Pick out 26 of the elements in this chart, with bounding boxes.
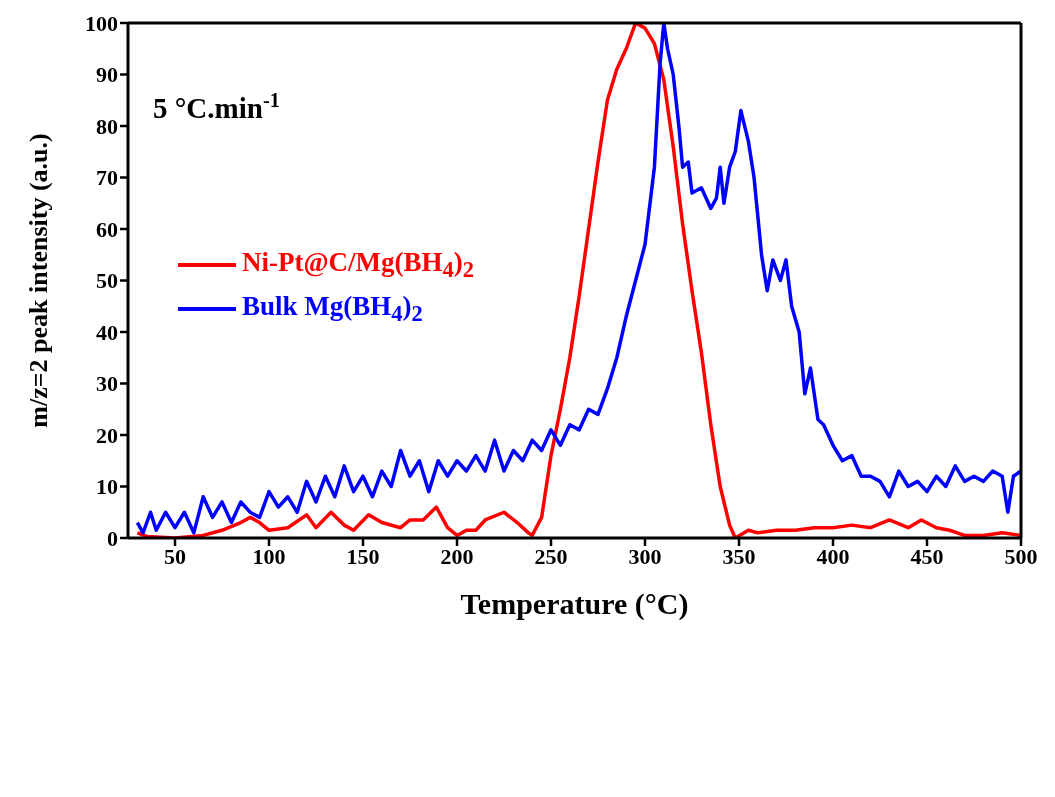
y-tick-label: 60 <box>96 216 118 242</box>
x-axis-title: Temperature (°C) <box>460 587 689 621</box>
y-tick-label: 0 <box>107 525 118 551</box>
x-tick-label: 250 <box>534 543 568 569</box>
x-tick-label: 150 <box>346 543 380 569</box>
annotation: 5 °C.min$^{-1}$ <box>153 89 280 124</box>
x-tick-label: 200 <box>440 543 474 569</box>
y-tick-label: 10 <box>96 474 118 500</box>
y-tick-label: 30 <box>96 371 118 397</box>
y-tick-label: 50 <box>96 268 118 294</box>
legend-label: Ni-Pt@C/Mg(BH$_{4}$)$_{2}$ <box>242 246 475 284</box>
x-tick-label: 500 <box>1004 543 1038 569</box>
x-tick-label: 400 <box>816 543 850 569</box>
x-tick-label: 100 <box>252 543 286 569</box>
x-tick-label: 300 <box>628 543 662 569</box>
y-tick-label: 80 <box>96 113 118 139</box>
y-tick-label: 90 <box>96 62 118 88</box>
x-tick-label: 450 <box>910 543 944 569</box>
y-tick-label: 20 <box>96 422 118 448</box>
y-tick-label: 40 <box>96 319 118 345</box>
legend-label: Bulk Mg(BH$_{4}$)$_{2}$ <box>242 290 423 328</box>
y-tick-label: 100 <box>85 10 118 36</box>
y-tick-label: 70 <box>96 165 118 191</box>
x-tick-label: 350 <box>722 543 756 569</box>
y-axis-title: m/z=2 peak intensity (a.u.) <box>24 133 54 428</box>
x-tick-label: 50 <box>164 543 186 569</box>
